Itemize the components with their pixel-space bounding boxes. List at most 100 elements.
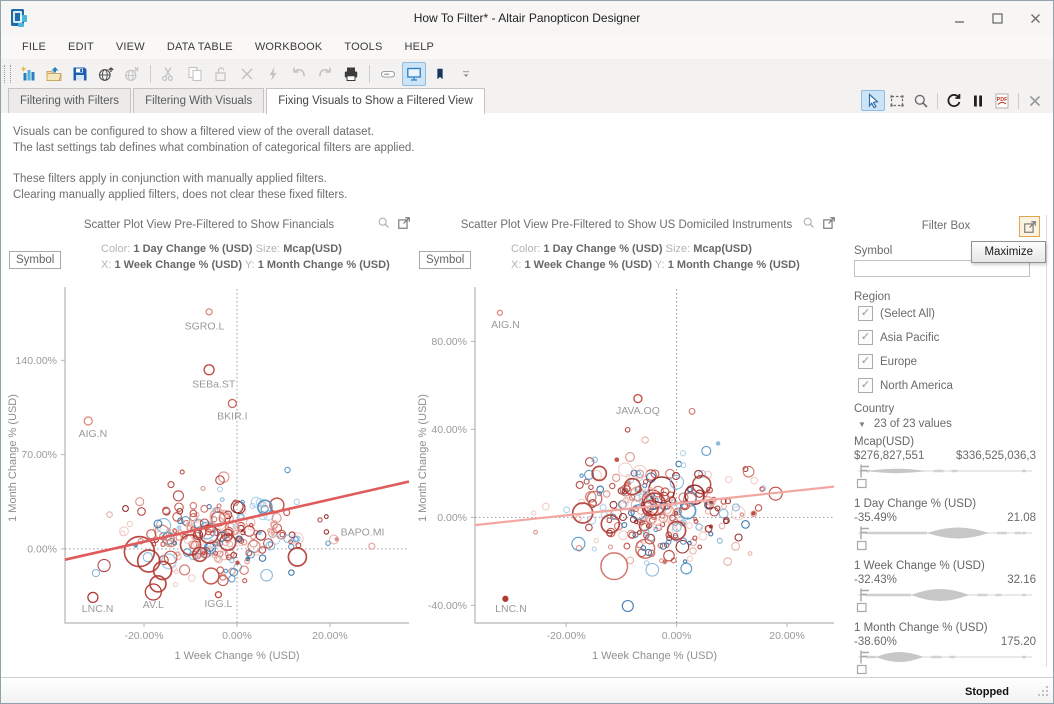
range-filter: 1 Month Change % (USD) -38.60% 175.20 bbox=[854, 622, 1044, 677]
resize-grip[interactable] bbox=[1036, 684, 1049, 702]
bookmark-icon[interactable] bbox=[428, 62, 452, 86]
magnifier-icon[interactable] bbox=[377, 216, 391, 235]
scatter-points[interactable] bbox=[91, 466, 340, 593]
tab-filtering-with-filters[interactable]: Filtering with Filters bbox=[8, 88, 132, 113]
tools-separator bbox=[937, 92, 938, 109]
zoom-icon[interactable] bbox=[909, 90, 933, 111]
overflow-icon[interactable] bbox=[454, 62, 478, 86]
highlight-point[interactable] bbox=[496, 309, 504, 316]
menu-workbook[interactable]: WORKBOOK bbox=[254, 41, 323, 53]
country-summary[interactable]: ▼ 23 of 23 values bbox=[858, 418, 1044, 430]
svg-text:PDF: PDF bbox=[997, 97, 1008, 103]
checkbox-label: Asia Pacific bbox=[880, 331, 940, 344]
menu-view[interactable]: VIEW bbox=[115, 41, 145, 53]
slide-strip-icon[interactable] bbox=[376, 62, 400, 86]
range-slider[interactable] bbox=[854, 648, 1036, 675]
scatter-plot-panel: Scatter Plot View Pre-Filtered to Show F… bbox=[5, 215, 415, 667]
range-slider[interactable] bbox=[854, 462, 1036, 489]
magnifier-icon[interactable] bbox=[802, 216, 816, 235]
minimize-button[interactable] bbox=[951, 10, 967, 26]
scatter-canvas[interactable]: 80.00% 40.00% 0.00% -40.00% -20.00% 0.00% 20.0… bbox=[415, 279, 840, 667]
highlight-point[interactable] bbox=[633, 393, 643, 404]
highlight-point[interactable] bbox=[83, 416, 93, 426]
y-tick-label: 80.00% bbox=[431, 336, 467, 348]
x-tick-label: 0.00% bbox=[222, 630, 252, 642]
breakdown-symbol-button[interactable]: Symbol bbox=[419, 251, 472, 269]
presentation-mode-icon[interactable] bbox=[402, 61, 426, 86]
region-option[interactable]: ✓ (Select All) bbox=[858, 306, 1044, 321]
redo-icon bbox=[313, 62, 337, 86]
checkbox-icon[interactable]: ✓ bbox=[858, 354, 873, 369]
menu-file[interactable]: FILE bbox=[22, 41, 47, 53]
range-slider[interactable] bbox=[854, 524, 1036, 551]
scatter-points[interactable] bbox=[531, 407, 783, 613]
checkbox-icon[interactable]: ✓ bbox=[858, 306, 873, 321]
publish-workbook-icon[interactable] bbox=[94, 62, 118, 86]
intro-line: Visuals can be configured to show a filt… bbox=[13, 126, 374, 138]
y-tick-label: 40.00% bbox=[431, 424, 467, 436]
plot-header: Scatter Plot View Pre-Filtered to Show F… bbox=[5, 215, 415, 235]
menu-data-table[interactable]: DATA TABLE bbox=[166, 41, 233, 53]
checkbox-icon[interactable]: ✓ bbox=[858, 330, 873, 345]
scatter-canvas[interactable]: 140.00% 70.00% 0.00% -20.00% 0.00% 20.00% 1 We… bbox=[5, 279, 415, 667]
symbol-filter-input[interactable] bbox=[854, 260, 1030, 277]
point-label: BAPO.MI bbox=[341, 526, 385, 538]
tab-fixing-visuals-to-show-a-filtered-view[interactable]: Fixing Visuals to Show a Filtered View bbox=[266, 88, 485, 114]
point-label: LNC.N bbox=[82, 603, 114, 615]
highlight-point[interactable] bbox=[214, 591, 223, 599]
region-filter-label: Region bbox=[854, 291, 891, 303]
menu-edit[interactable]: EDIT bbox=[68, 41, 94, 53]
highlight-point[interactable] bbox=[227, 398, 238, 409]
highlight-point[interactable] bbox=[144, 583, 162, 601]
axis-lines bbox=[474, 287, 834, 624]
pdf-export-icon[interactable]: PDF bbox=[990, 90, 1014, 111]
checkbox-label: Europe bbox=[880, 355, 918, 368]
axis-lines bbox=[64, 287, 409, 624]
close-icon[interactable] bbox=[1023, 90, 1047, 111]
range-slider[interactable] bbox=[854, 586, 1036, 613]
undo-icon bbox=[287, 62, 311, 86]
region-option[interactable]: ✓ Europe bbox=[858, 354, 1044, 369]
maximize-button[interactable] bbox=[989, 10, 1005, 26]
plot-header: Scatter Plot View Pre-Filtered to Show U… bbox=[415, 215, 840, 235]
unpublish-workbook-icon bbox=[120, 62, 144, 86]
status-bar: Stopped bbox=[1, 677, 1053, 703]
point-label: SEBa.ST bbox=[192, 378, 236, 390]
dashboard-content: Visuals can be configured to show a filt… bbox=[1, 114, 1053, 677]
toolbar-separator bbox=[150, 64, 151, 83]
y-tick-label: 0.00% bbox=[27, 543, 57, 555]
open-workbook-icon[interactable] bbox=[42, 62, 66, 86]
close-button[interactable] bbox=[1027, 10, 1043, 26]
open-external-icon[interactable] bbox=[397, 216, 411, 235]
checkbox-icon[interactable]: ✓ bbox=[858, 378, 873, 393]
refresh-icon[interactable] bbox=[942, 90, 966, 111]
highlight-point[interactable] bbox=[502, 595, 509, 602]
toolbar-drag-handle[interactable] bbox=[4, 64, 11, 83]
filter-open-external-icon[interactable] bbox=[1019, 216, 1040, 237]
print-icon[interactable] bbox=[339, 62, 363, 86]
new-workbook-icon[interactable] bbox=[16, 62, 40, 86]
menu-help[interactable]: HELP bbox=[404, 41, 435, 53]
region-option[interactable]: ✓ North America bbox=[858, 378, 1044, 393]
open-external-icon[interactable] bbox=[822, 216, 836, 235]
range-min: -32.43% bbox=[854, 574, 897, 586]
collapse-triangle-icon[interactable]: ▼ bbox=[858, 419, 866, 429]
region-option[interactable]: ✓ Asia Pacific bbox=[858, 330, 1044, 345]
pause-icon[interactable] bbox=[966, 90, 990, 111]
rubber-band-icon[interactable] bbox=[885, 90, 909, 111]
select-pointer-icon[interactable] bbox=[861, 90, 885, 111]
window-title: How To Filter* - Altair Panopticon Desig… bbox=[413, 11, 641, 25]
status-text: Stopped bbox=[965, 685, 1009, 698]
menu-tools[interactable]: TOOLS bbox=[344, 41, 383, 53]
save-workbook-icon[interactable] bbox=[68, 62, 92, 86]
breakdown-symbol-button[interactable]: Symbol bbox=[9, 251, 62, 269]
highlight-point[interactable] bbox=[203, 364, 215, 376]
point-label: BKIR.I bbox=[217, 411, 247, 423]
intro-line: These filters apply in conjunction with … bbox=[13, 173, 327, 185]
tab-filtering-with-visuals[interactable]: Filtering With Visuals bbox=[133, 88, 265, 113]
filter-box-panel: Filter Box Maximize Symbol Region ✓ (Sel… bbox=[848, 215, 1047, 675]
highlight-point[interactable] bbox=[368, 542, 376, 550]
highlight-point[interactable] bbox=[205, 308, 213, 316]
highlight-point[interactable] bbox=[87, 591, 99, 604]
